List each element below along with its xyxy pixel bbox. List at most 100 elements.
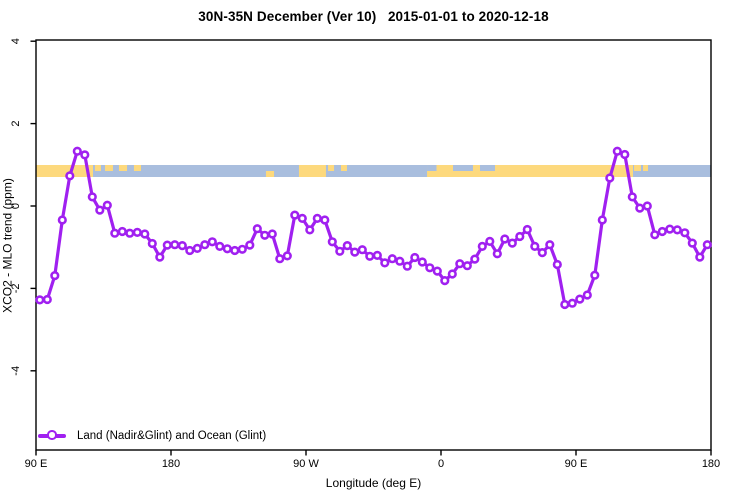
data-point bbox=[140, 229, 150, 239]
land-segment bbox=[105, 165, 113, 171]
land-segment bbox=[36, 165, 93, 177]
data-point bbox=[605, 173, 615, 183]
y-tick-label: 4 bbox=[10, 38, 22, 44]
data-point bbox=[282, 251, 292, 261]
data-point bbox=[42, 294, 52, 305]
data-point bbox=[110, 228, 120, 238]
data-point bbox=[417, 257, 427, 267]
data-point bbox=[35, 295, 45, 305]
data-point bbox=[462, 261, 472, 271]
data-point bbox=[695, 252, 705, 262]
data-point bbox=[267, 229, 277, 239]
data-point bbox=[387, 254, 397, 264]
data-point bbox=[425, 263, 435, 273]
data-point bbox=[117, 226, 127, 237]
data-point bbox=[80, 150, 90, 160]
x-tick-label: 90 E bbox=[565, 458, 588, 470]
data-point bbox=[365, 251, 375, 261]
data-point bbox=[515, 231, 525, 242]
data-point bbox=[125, 228, 135, 238]
legend-line-sample bbox=[38, 430, 66, 440]
data-point bbox=[102, 200, 112, 210]
land-segment bbox=[643, 165, 648, 171]
data-point bbox=[335, 246, 345, 256]
data-point bbox=[305, 225, 315, 235]
data-point bbox=[627, 192, 637, 202]
land-segment bbox=[634, 165, 641, 171]
legend-item-label: Land (Nadir&Glint) and Ocean (Glint) bbox=[77, 430, 267, 442]
data-point bbox=[402, 261, 412, 271]
data-point bbox=[612, 146, 622, 156]
data-point bbox=[702, 240, 712, 250]
data-point bbox=[672, 225, 682, 235]
axes bbox=[35, 39, 712, 451]
data-point bbox=[222, 244, 232, 254]
data-point bbox=[432, 266, 442, 276]
x-tick-label: 90 E bbox=[25, 458, 48, 470]
data-point bbox=[545, 240, 555, 250]
data-point bbox=[50, 271, 60, 281]
x-tick-label: 180 bbox=[702, 458, 720, 470]
plot-border bbox=[35, 39, 712, 451]
ocean-segment bbox=[427, 165, 437, 171]
data-point bbox=[620, 149, 630, 160]
data-point bbox=[230, 245, 240, 256]
data-point bbox=[260, 230, 270, 240]
data-point bbox=[537, 248, 547, 258]
data-point bbox=[192, 243, 202, 253]
y-tick-label: -4 bbox=[10, 366, 22, 376]
data-point bbox=[410, 252, 420, 263]
data-point bbox=[200, 240, 210, 250]
data-point bbox=[687, 238, 697, 248]
data-point bbox=[320, 215, 330, 225]
data-point bbox=[485, 236, 495, 246]
data-point bbox=[470, 254, 480, 264]
x-tick-label: 90 W bbox=[293, 458, 319, 470]
data-point bbox=[560, 299, 570, 310]
land-ocean-map-strip bbox=[36, 165, 711, 177]
data-point bbox=[275, 254, 285, 264]
legend: Land (Nadir&Glint) and Ocean (Glint) bbox=[38, 429, 266, 443]
data-point bbox=[530, 241, 540, 251]
data-point bbox=[492, 249, 502, 259]
y-tick-label: -2 bbox=[10, 284, 22, 294]
data-point bbox=[642, 201, 652, 211]
data-point bbox=[252, 224, 262, 234]
land-segment bbox=[133, 165, 141, 171]
land-segment bbox=[340, 165, 347, 171]
data-point bbox=[455, 259, 465, 269]
data-point bbox=[357, 245, 367, 255]
ocean-segment bbox=[480, 165, 495, 171]
data-point bbox=[170, 240, 180, 250]
data-point bbox=[507, 238, 517, 248]
data-point bbox=[185, 245, 195, 256]
x-axis-ticks: 90 E 180 90 W 0 90 E 180 bbox=[25, 450, 720, 470]
land-segment bbox=[298, 165, 326, 177]
legend-open-circle-marker-icon bbox=[47, 430, 57, 440]
data-point bbox=[147, 238, 157, 249]
data-point bbox=[72, 146, 82, 156]
y-tick-label: 2 bbox=[10, 121, 22, 127]
data-point bbox=[342, 241, 352, 251]
land-segment bbox=[94, 165, 101, 171]
x-tick-label: 0 bbox=[438, 458, 444, 470]
data-point bbox=[327, 237, 337, 247]
data-point bbox=[95, 205, 105, 215]
data-point bbox=[177, 241, 187, 251]
data-point bbox=[215, 241, 225, 251]
data-point bbox=[297, 213, 307, 223]
data-point bbox=[395, 256, 405, 266]
land-segment bbox=[427, 165, 633, 177]
land-segment bbox=[265, 171, 275, 177]
data-point bbox=[57, 215, 67, 225]
land-segment bbox=[328, 165, 335, 171]
data-point bbox=[680, 228, 690, 238]
land-segment bbox=[118, 165, 128, 171]
data-point bbox=[500, 234, 510, 244]
data-point bbox=[372, 250, 382, 260]
data-point bbox=[380, 258, 390, 268]
data-point bbox=[350, 247, 360, 257]
y-tick-label: 0 bbox=[10, 203, 22, 209]
